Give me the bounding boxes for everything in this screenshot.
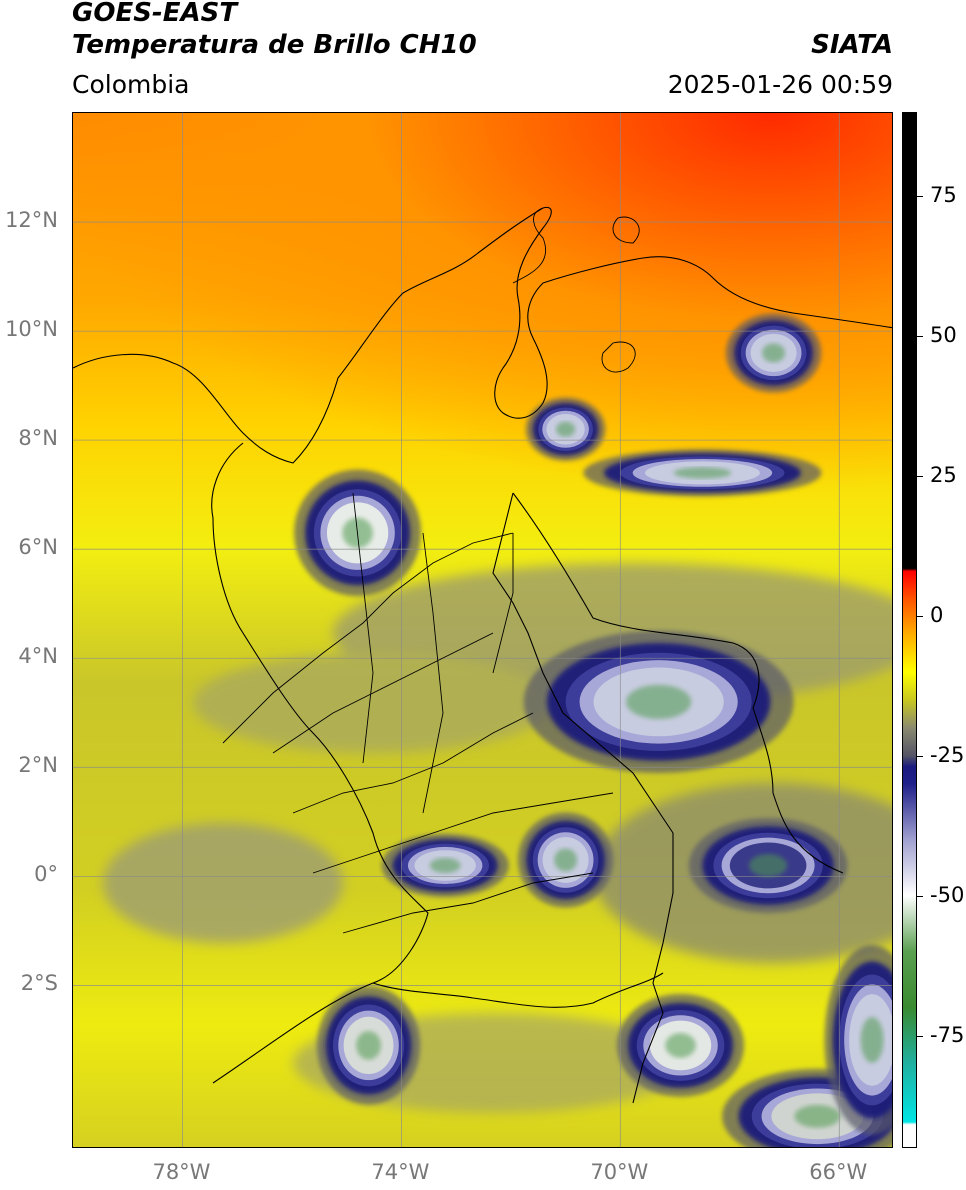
lat-tick-label: 10°N bbox=[5, 317, 58, 342]
cloud-cell-2 bbox=[316, 986, 421, 1105]
map-panel[interactable] bbox=[72, 112, 893, 1148]
colorbar-tick bbox=[917, 196, 923, 197]
lon-tick-label: 78°W bbox=[152, 1160, 211, 1184]
lake-maracaibo-and-islands bbox=[512, 207, 640, 373]
lat-tick-label: 2°N bbox=[18, 753, 58, 778]
product-title: Temperatura de Brillo CH10 bbox=[72, 30, 477, 60]
cloud-cell-8 bbox=[824, 945, 892, 1135]
colorbar-tick bbox=[917, 336, 923, 337]
colorbar-tick-label: 0 bbox=[930, 603, 944, 627]
cloud-cell-3 bbox=[523, 630, 794, 774]
pacific-coast bbox=[211, 442, 429, 1084]
lat-tick-label: 12°N bbox=[5, 208, 58, 233]
colorbar-tick bbox=[917, 476, 923, 477]
colorbar-tick-label: 25 bbox=[930, 463, 957, 487]
venezuela-border bbox=[512, 492, 844, 874]
brand-label: SIATA bbox=[811, 30, 893, 60]
colorbar-tick-label: 50 bbox=[930, 323, 957, 347]
borders bbox=[73, 206, 892, 1104]
department-boundaries bbox=[222, 492, 614, 934]
cloud-cell-10 bbox=[525, 397, 606, 461]
lat-tick-label: 8°N bbox=[18, 426, 58, 451]
graticule bbox=[73, 113, 892, 1147]
cloud-cell-6 bbox=[688, 818, 848, 913]
mid-level-cloud-bands bbox=[103, 563, 892, 1113]
lon-tick-label: 74°W bbox=[371, 1160, 430, 1184]
colorbar-tick-label: -50 bbox=[930, 883, 965, 907]
colorbar-tick bbox=[917, 1036, 923, 1037]
colorbar-tick-label: 75 bbox=[930, 183, 957, 207]
lon-tick-label: 70°W bbox=[590, 1160, 649, 1184]
southern-border bbox=[372, 972, 664, 1008]
colorbar-tick bbox=[917, 756, 923, 757]
lat-tick-label: 2°S bbox=[20, 971, 58, 996]
lat-tick-label: 6°N bbox=[18, 535, 58, 560]
lat-tick-label: 4°N bbox=[18, 644, 58, 669]
lat-tick-label: 0° bbox=[34, 862, 58, 887]
cloud-cell-1 bbox=[617, 994, 745, 1097]
cloud-cell-9 bbox=[583, 449, 822, 497]
cloud-cell-5 bbox=[381, 833, 509, 898]
satellite-title: GOES-EAST bbox=[72, 0, 238, 28]
colorbar-tick-label: -75 bbox=[930, 1023, 965, 1047]
timestamp-label: 2025-01-26 00:59 bbox=[667, 70, 893, 99]
lon-tick-label: 66°W bbox=[809, 1160, 868, 1184]
colorbar-tick-label: -25 bbox=[930, 743, 965, 767]
eastern-border bbox=[492, 492, 674, 1104]
coastline-north bbox=[73, 206, 892, 464]
region-label: Colombia bbox=[72, 70, 190, 99]
colorbar-tick bbox=[917, 616, 923, 617]
map-canvas bbox=[73, 113, 892, 1147]
colorbar-tick bbox=[917, 896, 923, 897]
colorbar bbox=[902, 112, 917, 1148]
cloud-cell-4 bbox=[517, 812, 614, 908]
cloud-cell-11 bbox=[725, 313, 822, 393]
